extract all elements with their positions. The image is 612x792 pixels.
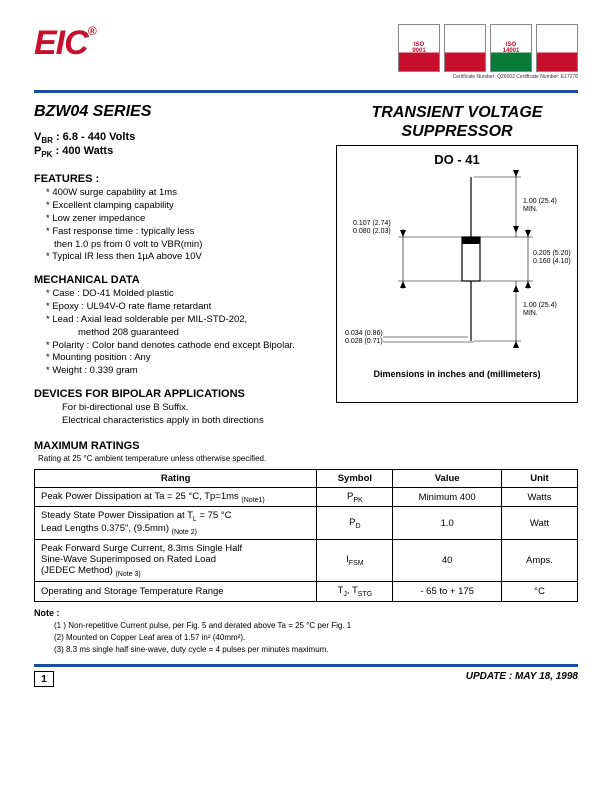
company-logo: EIC® bbox=[34, 24, 96, 63]
lead-len-bot: 1.00 (25.4)MIN. bbox=[523, 302, 557, 317]
page-header: EIC® Certificate Number: Q26002 Certific… bbox=[34, 24, 578, 84]
body-dia-label: 0.107 (2.74)0.080 (2.03) bbox=[353, 220, 391, 235]
features-heading: FEATURES : bbox=[34, 173, 326, 185]
package-name: DO - 41 bbox=[343, 152, 571, 167]
dim-caption: Dimensions in inches and (millimeters) bbox=[343, 369, 571, 379]
mech-subline: method 208 guaranteed bbox=[34, 327, 326, 340]
mech-heading: MECHANICAL DATA bbox=[34, 274, 326, 286]
feature-item: 400W surge capability at 1ms bbox=[46, 187, 326, 200]
rating-cell: Peak Forward Surge Current, 8.3ms Single… bbox=[35, 540, 317, 582]
col-rating: Rating bbox=[35, 469, 317, 487]
note-item: (3) 8.3 ms single half sine-wave, duty c… bbox=[54, 644, 578, 656]
table-row: Operating and Storage Temperature Range … bbox=[35, 582, 578, 602]
trademark-icon: ® bbox=[88, 24, 96, 38]
features-list-2: Typical IR less then 1µA above 10V bbox=[34, 251, 326, 264]
cert-area: Certificate Number: Q26002 Certificate N… bbox=[398, 24, 578, 80]
feature-subline: then 1.0 ps from 0 volt to VBR(min) bbox=[34, 239, 326, 252]
do41-drawing: 0.107 (2.74)0.080 (2.03) 0.205 (5.20)0.1… bbox=[343, 167, 573, 367]
col-symbol: Symbol bbox=[317, 469, 393, 487]
mech-item: Epoxy : UL94V-O rate flame retardant bbox=[46, 301, 326, 314]
unit-cell: Amps. bbox=[501, 540, 577, 582]
vbr-spec: VBR : 6.8 - 440 Volts bbox=[34, 131, 326, 145]
page-number: 1 bbox=[34, 671, 54, 687]
unit-cell: Watt bbox=[501, 507, 577, 540]
features-list: 400W surge capability at 1ms Excellent c… bbox=[34, 187, 326, 238]
mech-item: Case : DO-41 Molded plastic bbox=[46, 288, 326, 301]
rating-cell: Steady State Power Dissipation at TL = 7… bbox=[35, 507, 317, 540]
feature-item: Typical IR less then 1µA above 10V bbox=[46, 251, 326, 264]
col-unit: Unit bbox=[501, 469, 577, 487]
right-column: TRANSIENT VOLTAGESUPPRESSOR DO - 41 bbox=[336, 103, 578, 428]
lead-dia-label: 0.034 (0.86)0.028 (0.71) bbox=[345, 330, 383, 345]
bipolar-line-2: Electrical characteristics apply in both… bbox=[34, 415, 326, 428]
table-row: Peak Forward Surge Current, 8.3ms Single… bbox=[35, 540, 578, 582]
ratings-heading: MAXIMUM RATINGS bbox=[34, 440, 578, 452]
ratings-table: Rating Symbol Value Unit Peak Power Diss… bbox=[34, 469, 578, 602]
symbol-cell: IFSM bbox=[317, 540, 393, 582]
unit-cell: °C bbox=[501, 582, 577, 602]
cert-numbers: Certificate Number: Q26002 Certificate N… bbox=[398, 74, 578, 80]
table-row: Peak Power Dissipation at Ta = 25 °C, Tp… bbox=[35, 487, 578, 507]
symbol-cell: PD bbox=[317, 507, 393, 540]
mech-item: Mounting position : Any bbox=[46, 352, 326, 365]
mech-item: Lead : Axial lead solderable per MIL-STD… bbox=[46, 314, 326, 327]
lead-len-top: 1.00 (25.4)MIN. bbox=[523, 198, 557, 213]
symbol-cell: PPK bbox=[317, 487, 393, 507]
notes-heading: Note : bbox=[34, 608, 578, 618]
bipolar-line-1: For bi-directional use B Suffix. bbox=[34, 402, 326, 415]
page-footer: 1 UPDATE : MAY 18, 1998 bbox=[34, 664, 578, 687]
value-cell: - 65 to + 175 bbox=[393, 582, 502, 602]
ratings-subnote: Rating at 25 °C ambient temperature unle… bbox=[38, 454, 578, 463]
series-title: BZW04 SERIES bbox=[34, 103, 326, 121]
rating-cell: Peak Power Dissipation at Ta = 25 °C, Tp… bbox=[35, 487, 317, 507]
value-cell: Minimum 400 bbox=[393, 487, 502, 507]
notes-list: (1 ) Non-repetitive Current pulse, per F… bbox=[34, 620, 578, 656]
cert-badges bbox=[398, 24, 578, 72]
feature-item: Fast response time : typically less bbox=[46, 226, 326, 239]
bipolar-heading: DEVICES FOR BIPOLAR APPLICATIONS bbox=[34, 388, 326, 400]
symbol-cell: TJ, TSTG bbox=[317, 582, 393, 602]
feature-item: Excellent clamping capability bbox=[46, 200, 326, 213]
header-rule bbox=[34, 90, 578, 93]
table-row: Steady State Power Dissipation at TL = 7… bbox=[35, 507, 578, 540]
mech-item: Polarity : Color band denotes cathode en… bbox=[46, 340, 326, 353]
col-value: Value bbox=[393, 469, 502, 487]
mech-list: Case : DO-41 Molded plastic Epoxy : UL94… bbox=[34, 288, 326, 326]
mech-item: Weight : 0.339 gram bbox=[46, 365, 326, 378]
ukas-badge-2 bbox=[536, 24, 578, 72]
left-column: BZW04 SERIES VBR : 6.8 - 440 Volts PPK :… bbox=[34, 103, 326, 428]
value-cell: 1.0 bbox=[393, 507, 502, 540]
unit-cell: Watts bbox=[501, 487, 577, 507]
mech-list-2: Polarity : Color band denotes cathode en… bbox=[34, 340, 326, 378]
update-date: UPDATE : MAY 18, 1998 bbox=[466, 671, 578, 687]
feature-item: Low zener impedance bbox=[46, 213, 326, 226]
package-diagram: DO - 41 bbox=[336, 145, 578, 403]
product-title: TRANSIENT VOLTAGESUPPRESSOR bbox=[336, 103, 578, 141]
ukas-badge-1 bbox=[444, 24, 486, 72]
note-item: (2) Mounted on Copper Leaf area of 1.57 … bbox=[54, 632, 578, 644]
main-columns: BZW04 SERIES VBR : 6.8 - 440 Volts PPK :… bbox=[34, 103, 578, 428]
rating-cell: Operating and Storage Temperature Range bbox=[35, 582, 317, 602]
value-cell: 40 bbox=[393, 540, 502, 582]
body-len-label: 0.205 (5.20)0.160 (4.10) bbox=[533, 250, 571, 265]
table-header-row: Rating Symbol Value Unit bbox=[35, 469, 578, 487]
ppk-spec: PPK : 400 Watts bbox=[34, 145, 326, 159]
note-item: (1 ) Non-repetitive Current pulse, per F… bbox=[54, 620, 578, 632]
iso9001-badge bbox=[398, 24, 440, 72]
iso14001-badge bbox=[490, 24, 532, 72]
key-specs: VBR : 6.8 - 440 Volts PPK : 400 Watts bbox=[34, 131, 326, 159]
